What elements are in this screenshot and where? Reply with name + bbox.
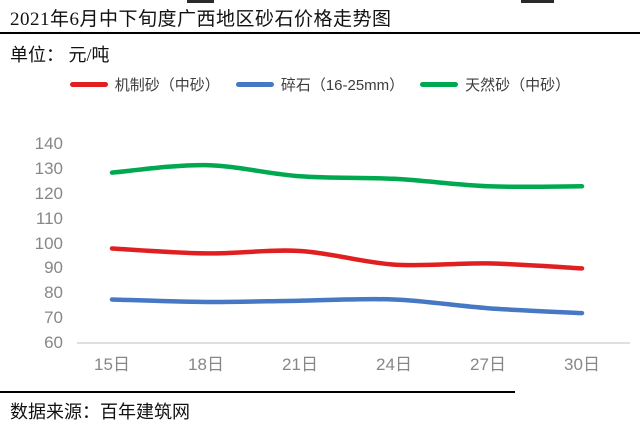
y-axis-tick: 130 — [34, 158, 63, 178]
x-axis-tick: 15日 — [94, 355, 130, 374]
x-axis-tick: 18日 — [188, 355, 224, 374]
page-title: 2021年6月中下旬度广西地区砂石价格走势图 — [10, 9, 392, 30]
y-axis-tick: 80 — [44, 283, 63, 303]
legend-label: 碎石（16-25mm） — [280, 77, 405, 94]
chart-legend: 机制砂（中砂） 碎石（16-25mm） 天然砂（中砂） — [0, 74, 640, 95]
top-crop-artifact — [521, 0, 554, 3]
data-source: 数据来源：百年建筑网 — [10, 402, 190, 422]
y-axis-tick: 70 — [44, 308, 63, 328]
y-axis-tick: 100 — [34, 233, 63, 253]
legend-label: 机制砂（中砂） — [114, 77, 220, 94]
unit-label: 单位： 元/吨 — [10, 45, 110, 65]
y-axis-tick: 110 — [35, 208, 63, 228]
legend-label: 天然砂（中砂） — [465, 77, 571, 94]
x-axis-tick: 21日 — [282, 355, 318, 374]
footer-divider — [0, 391, 515, 393]
legend-item-crushed-stone: 碎石（16-25mm） — [235, 74, 405, 95]
chart-header: 2021年6月中下旬度广西地区砂石价格走势图 — [0, 4, 640, 34]
y-axis-tick: 140 — [34, 134, 63, 153]
series-line-machine-sand — [109, 246, 585, 271]
series-line-natural-sand — [109, 162, 585, 190]
legend-item-natural-sand: 天然砂（中砂） — [420, 74, 570, 95]
series-line-crushed-stone — [109, 296, 585, 316]
legend-swatch-red — [69, 82, 108, 87]
y-axis-tick: 60 — [44, 333, 63, 352]
x-axis-tick: 24日 — [376, 355, 412, 374]
y-axis-tick: 90 — [44, 258, 63, 278]
x-axis-tick: 27日 — [470, 355, 506, 374]
legend-swatch-green — [420, 82, 459, 87]
y-axis-tick: 120 — [34, 183, 63, 203]
legend-item-machine-sand: 机制砂（中砂） — [69, 74, 220, 95]
top-crop-artifact — [187, 0, 214, 3]
legend-swatch-blue — [235, 82, 274, 87]
x-axis-tick: 30日 — [564, 355, 600, 374]
